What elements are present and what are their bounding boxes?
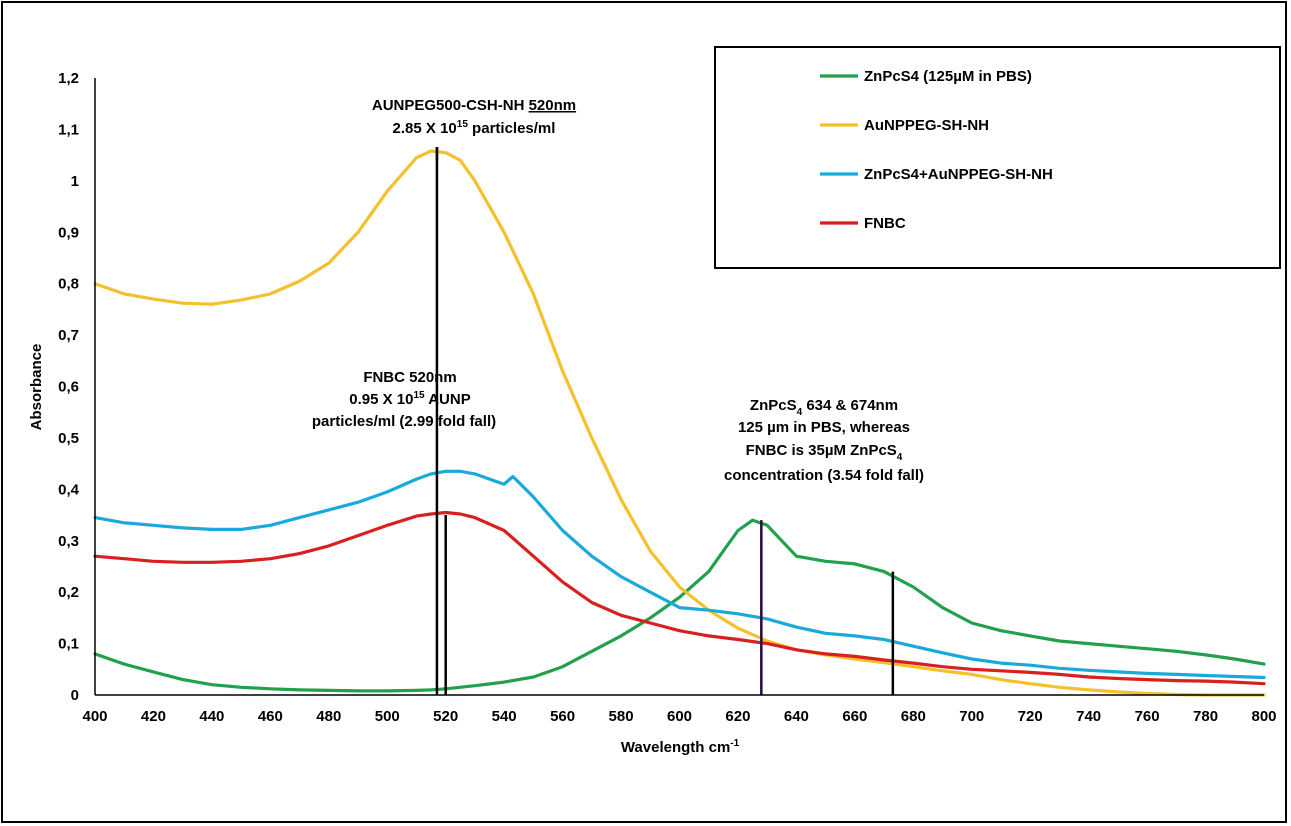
series-lines	[93, 149, 1266, 697]
series-line	[93, 518, 1266, 693]
svg-text:FNBC 520nm: FNBC 520nm	[363, 369, 456, 386]
y-tick-label: 0,8	[58, 276, 79, 293]
x-tick-label: 780	[1193, 708, 1218, 725]
y-tick-label: 0,6	[58, 379, 79, 396]
legend-items: ZnPcS4 (125µM in PBS) AuNPPEG-SH-NH ZnPcS4…	[820, 68, 1053, 232]
series-line	[93, 469, 1266, 680]
x-tick-label: 660	[842, 708, 867, 725]
legend: ZnPcS4 (125µM in PBS) AuNPPEG-SH-NH ZnPcS4…	[714, 46, 1281, 269]
x-tick-label: 580	[609, 708, 634, 725]
x-tick-label: 740	[1076, 708, 1101, 725]
x-tick-label: 460	[258, 708, 283, 725]
x-tick-label: 600	[667, 708, 692, 725]
series-line	[93, 510, 1266, 686]
svg-text:AUNPEG500-CSH-NH 520nm: AUNPEG500-CSH-NH 520nm	[372, 97, 576, 114]
x-tick-label: 800	[1251, 708, 1276, 725]
legend-label: FNBC	[864, 215, 906, 232]
y-tick-label: 0,1	[58, 636, 79, 653]
y-tick-label: 0,9	[58, 224, 79, 241]
annotation-aunp-peak: AUNPEG500-CSH-NH 520nm 2.85 X 1015 parti…	[372, 97, 576, 137]
y-tick-label: 0,2	[58, 584, 79, 601]
y-axis-ticks: 0 0,1 0,2 0,3 0,4 0,5 0,6 0,7 0,8 0,9 1 1,1 1,2	[58, 70, 80, 704]
y-axis-title: Absorbance	[28, 344, 45, 431]
y-tick-label: 0,7	[58, 327, 79, 344]
annotation-znpcs4-peaks: ZnPcS4 634 & 674nm 125 µm in PBS, wherea…	[724, 397, 924, 484]
series-line	[93, 149, 1266, 697]
x-tick-label: 420	[141, 708, 166, 725]
x-tick-label: 540	[492, 708, 517, 725]
legend-label: AuNPPEG-SH-NH	[864, 117, 989, 134]
svg-text:particles/ml (2.99 fold fall): particles/ml (2.99 fold fall)	[312, 413, 496, 430]
x-tick-label: 640	[784, 708, 809, 725]
x-tick-label: 620	[725, 708, 750, 725]
y-tick-label: 1,1	[58, 121, 79, 138]
svg-text:125 µm in PBS, whereas: 125 µm in PBS, whereas	[738, 419, 910, 436]
x-tick-label: 520	[433, 708, 458, 725]
x-tick-label: 700	[959, 708, 984, 725]
x-tick-label: 560	[550, 708, 575, 725]
y-tick-label: 1	[71, 173, 79, 190]
svg-text:0.95 X 1015 AUNP: 0.95 X 1015 AUNP	[349, 390, 470, 408]
x-tick-label: 480	[316, 708, 341, 725]
x-tick-label: 760	[1135, 708, 1160, 725]
x-tick-label: 680	[901, 708, 926, 725]
y-tick-label: 0,3	[58, 533, 79, 550]
svg-text:FNBC is 35µM ZnPcS4: FNBC is 35µM ZnPcS4	[746, 442, 903, 463]
svg-text:2.85 X 1015 particles/ml: 2.85 X 1015 particles/ml	[393, 119, 556, 137]
y-tick-label: 0	[71, 687, 79, 704]
y-tick-label: 1,2	[58, 70, 79, 87]
peak-marker-lines	[435, 147, 895, 695]
x-tick-label: 400	[82, 708, 107, 725]
x-tick-label: 440	[199, 708, 224, 725]
y-tick-label: 0,4	[58, 481, 80, 498]
x-tick-label: 500	[375, 708, 400, 725]
svg-text:concentration (3.54 fold fall): concentration (3.54 fold fall)	[724, 467, 924, 484]
x-tick-label: 720	[1018, 708, 1043, 725]
x-axis-ticks: 400 420 440 460 480 500 520 540 560 580 600 620 640 6…	[82, 708, 1276, 725]
legend-box	[714, 46, 1281, 269]
legend-label: ZnPcS4 (125µM in PBS)	[864, 68, 1032, 85]
svg-text:ZnPcS4 634 & 674nm: ZnPcS4 634 & 674nm	[750, 397, 898, 418]
x-axis-title: Wavelength cm-1	[621, 738, 740, 756]
legend-label: ZnPcS4+AuNPPEG-SH-NH	[864, 166, 1053, 183]
y-tick-label: 0,5	[58, 430, 79, 447]
annotation-fnbc-peak: FNBC 520nm 0.95 X 1015 AUNP particles/ml…	[312, 369, 496, 430]
